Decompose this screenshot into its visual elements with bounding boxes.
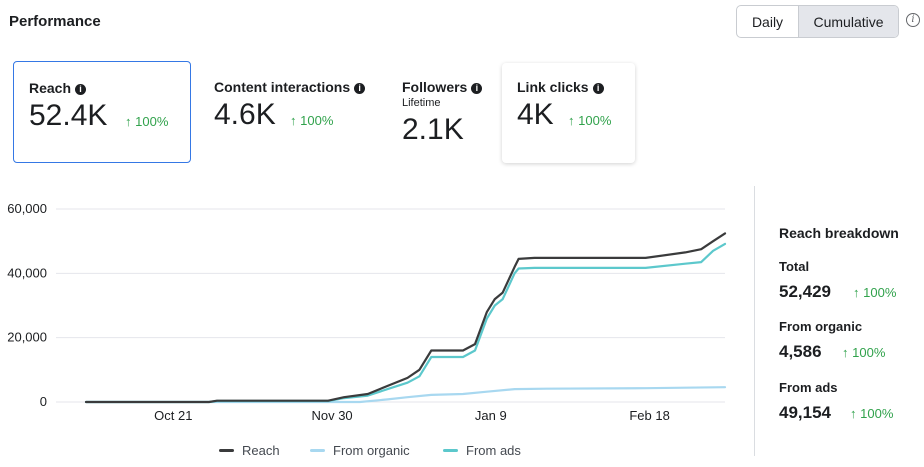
metric-value: 4.6K [214,98,276,131]
breakdown-label-ads: From ads [779,380,838,395]
metric-card-link-clicks[interactable]: Link clicks i 4K ↑ 100% [502,63,635,163]
metric-value: 2.1K [402,113,464,146]
metric-label: Followers i [402,79,483,95]
breakdown-title: Reach breakdown [779,225,899,241]
breakdown-label-total: Total [779,259,810,274]
breakdown-delta-ads: ↑ 100% [850,406,894,421]
metric-delta: ↑ 100% [568,113,612,128]
info-icon[interactable]: i [471,83,483,94]
arrow-up-icon: ↑ [125,114,132,129]
metric-label: Content interactions i [214,79,366,95]
x-tick-label: Jan 9 [475,408,507,423]
metric-delta: ↑ 100% [290,113,334,128]
legend-item-reach[interactable]: Reach [219,443,280,458]
legend-swatch [443,449,458,452]
info-circle-icon[interactable]: i [906,13,920,27]
metric-label: Reach i [29,80,87,96]
series-line-from-organic[interactable] [84,386,727,404]
legend-item-from-organic[interactable]: From organic [310,443,410,458]
breakdown-value-total: 52,429 [779,282,831,301]
x-tick-label: Oct 21 [154,408,192,423]
arrow-up-icon: ↑ [842,345,849,360]
series-line-reach[interactable] [84,232,727,404]
info-icon[interactable]: i [354,83,366,94]
y-tick-label: 40,000 [7,265,47,280]
breakdown-label-organic: From organic [779,319,863,334]
y-tick-label: 60,000 [7,201,47,216]
y-tick-label: 20,000 [7,330,47,345]
breakdown-value-ads: 49,154 [779,403,831,422]
metric-card-content-interactions[interactable]: Content interactions i 4.6K ↑ 100% [201,61,381,163]
metric-delta: ↑ 100% [125,114,169,129]
info-icon[interactable]: i [592,83,604,94]
metric-value: 4K [517,98,554,131]
metric-value: 52.4K [29,99,108,132]
legend-item-from-ads[interactable]: From ads [443,443,521,458]
arrow-up-icon: ↑ [853,285,860,300]
x-tick-label: Feb 18 [629,408,669,423]
view-toggle: Daily Cumulative [736,5,899,38]
info-icon[interactable]: i [75,84,87,95]
arrow-up-icon: ↑ [850,406,857,421]
cumulative-toggle-button[interactable]: Cumulative [799,6,898,37]
reach-line-chart: 0 20,000 40,000 60,000 Oct 21 Nov 30 Jan 9 Feb … [7,201,727,423]
legend-swatch [219,449,234,452]
arrow-up-icon: ↑ [290,113,297,128]
breakdown-delta-organic: ↑ 100% [842,345,886,360]
metric-sublabel: Lifetime [402,97,441,109]
legend-swatch [310,449,325,452]
metric-card-followers[interactable]: Followers i Lifetime 2.1K [390,61,495,163]
breakdown-delta-total: ↑ 100% [853,285,897,300]
arrow-up-icon: ↑ [568,113,575,128]
divider [754,186,755,456]
page-title: Performance [9,13,101,30]
x-tick-label: Nov 30 [311,408,352,423]
y-tick-label: 0 [40,394,47,409]
daily-toggle-button[interactable]: Daily [737,6,799,37]
breakdown-value-organic: 4,586 [779,342,822,361]
metric-card-reach[interactable]: Reach i 52.4K ↑ 100% [13,61,191,163]
metric-label: Link clicks i [517,79,604,95]
